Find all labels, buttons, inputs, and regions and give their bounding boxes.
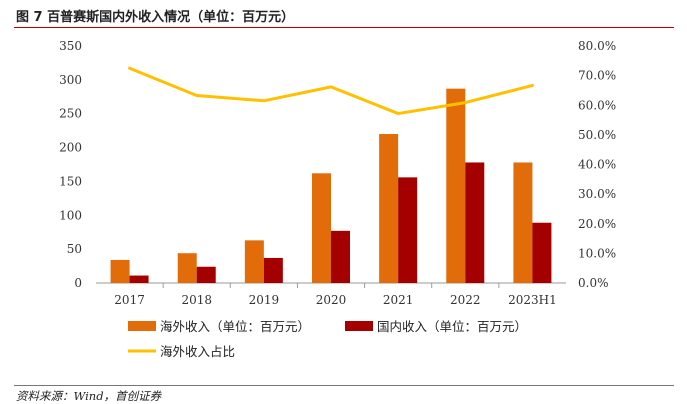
overseas-bar [244,240,264,283]
domestic-bar [465,162,485,283]
y-tick-label: 250 [59,107,82,121]
ratio-line-path [128,66,534,116]
bars [110,88,552,283]
ratio-line [128,66,534,116]
domestic-bar [263,257,283,283]
chart-title: 图 7 百普赛斯国内外收入情况（单位：百万元） [16,10,295,25]
y2-tick-label: 20.0% [578,217,616,231]
y2-tick-label: 50.0% [578,128,616,142]
overseas-bar [446,88,466,283]
domestic-bar [196,266,216,283]
y-tick-label: 0 [74,276,82,290]
y-tick-label: 300 [59,73,82,87]
y-tick-label: 200 [59,141,82,155]
domestic-bar [532,222,552,283]
y2-tick-label: 60.0% [578,98,616,112]
overseas-bar [110,259,130,283]
y-tick-label: 100 [59,208,82,222]
y2-tick-label: 10.0% [578,246,616,260]
y-tick-label: 350 [59,39,82,53]
source-note: 资料来源：Wind，首创证券 [16,389,162,403]
x-tick-label: 2022 [450,293,481,307]
x-tick-label: 2019 [249,293,280,307]
legend-domestic-label: 国内收入（单位：百万元） [377,319,527,334]
overseas-bar [177,253,197,283]
x-tick-label: 2020 [316,293,347,307]
y2-tick-label: 40.0% [578,158,616,172]
overseas-bar [312,173,331,283]
x-tick-label: 2021 [383,293,414,307]
domestic-bar [398,177,418,283]
x-tick-label: 2017 [114,293,145,307]
legend-ratio-label: 海外收入占比 [160,344,235,359]
y-tick-label: 50 [67,242,82,256]
y2-tick-label: 70.0% [578,69,616,83]
domestic-bar [331,230,350,283]
x-tick-label: 2023H1 [508,293,557,307]
overseas-bar [379,134,399,283]
y-tick-label: 150 [59,174,82,188]
legend-overseas-label: 海外收入（单位：百万元） [160,319,310,334]
y2-tick-label: 0.0% [578,276,609,290]
legend-overseas-swatch [128,321,156,331]
y2-tick-label: 80.0% [578,39,616,53]
axes: 0 50 100 150 200 250 300 350 0.0% 10.0% 20.0% 30.0%… [59,39,616,307]
source-rule [14,385,674,386]
title-rule [14,27,674,28]
legend: 海外收入（单位：百万元） 国内收入（单位：百万元） 海外收入占比 [128,319,527,359]
overseas-bar [513,162,533,283]
y2-tick-label: 30.0% [578,187,616,201]
domestic-bar [129,275,149,283]
legend-domestic-swatch [345,321,373,331]
x-tick-label: 2018 [181,293,212,307]
